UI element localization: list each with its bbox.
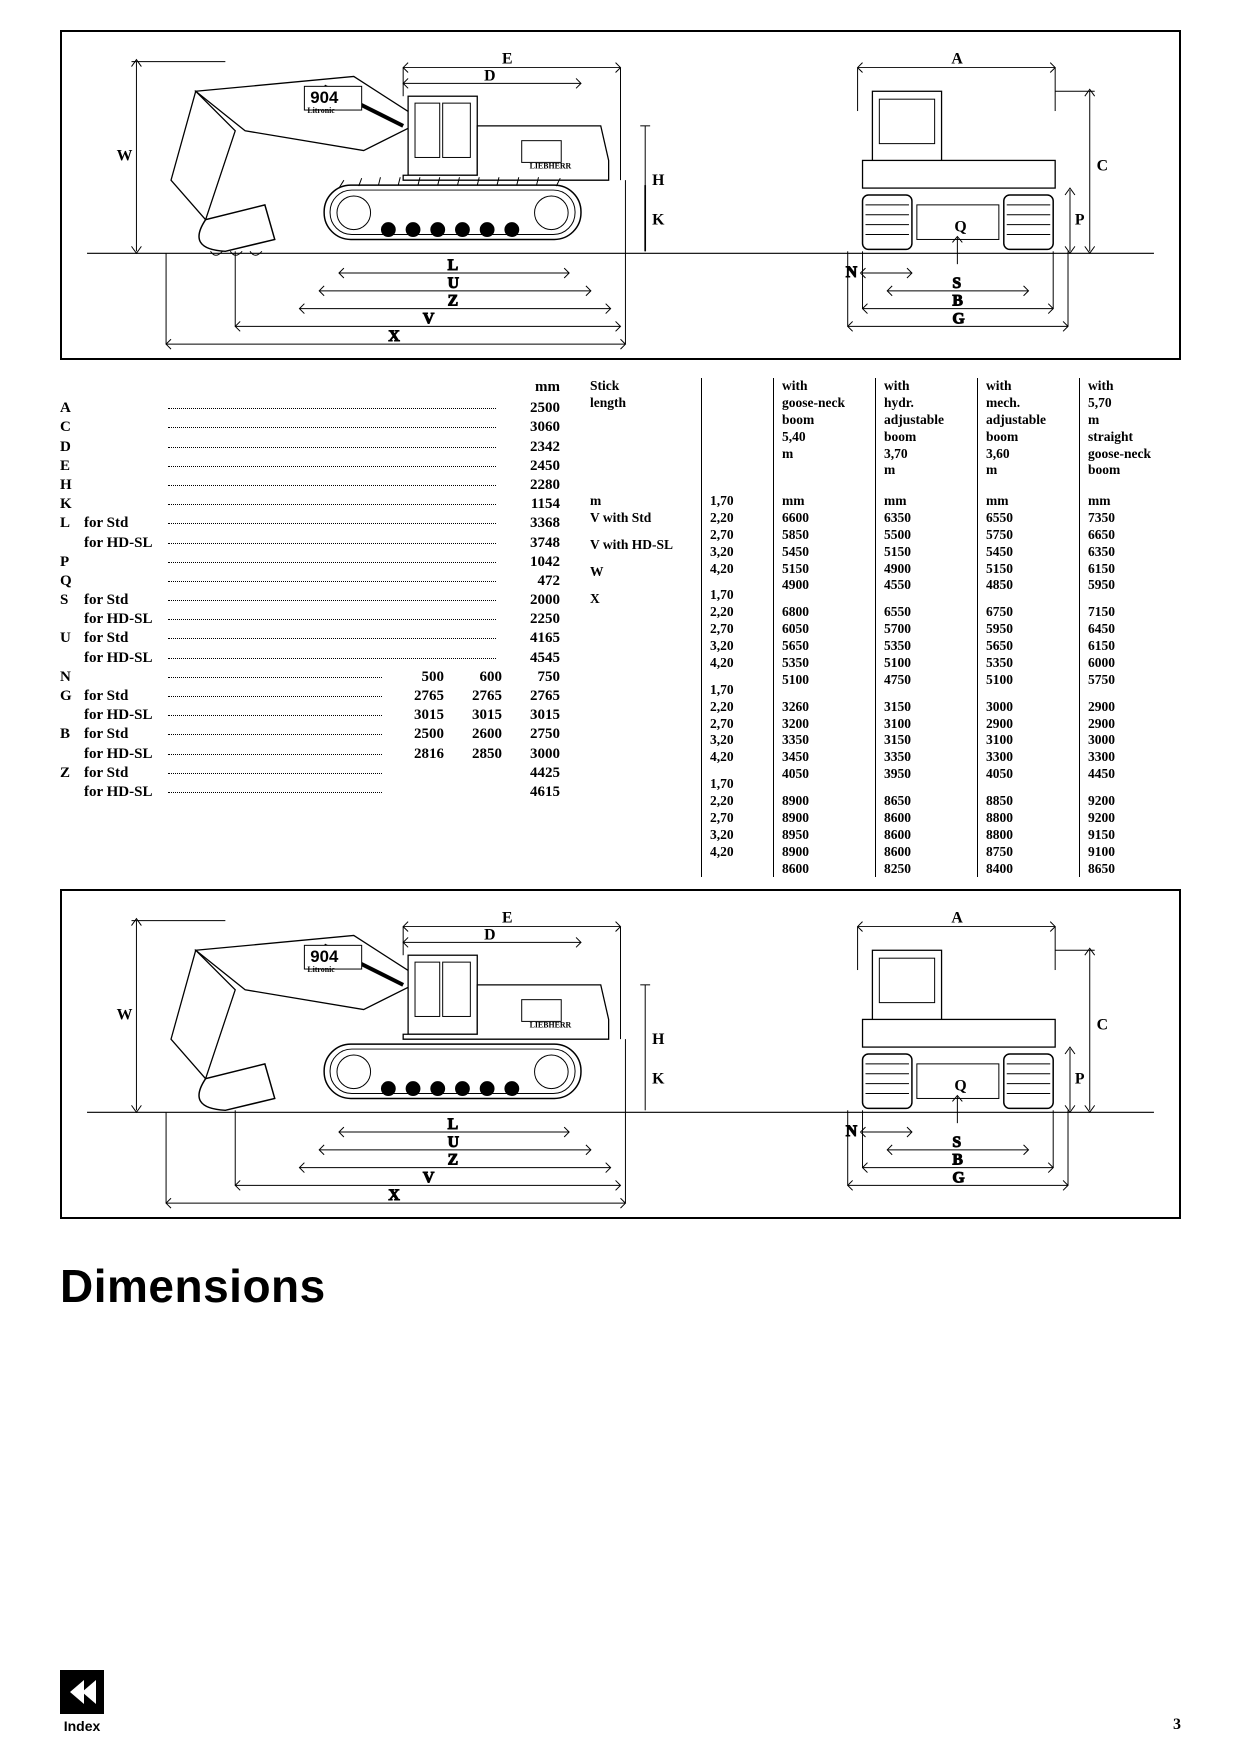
svg-text:P: P — [1075, 212, 1085, 229]
svg-text:Z: Z — [448, 1152, 459, 1169]
index-button[interactable]: Index — [60, 1670, 104, 1734]
svg-text:S: S — [952, 275, 961, 292]
svg-text:Litronic: Litronic — [307, 106, 335, 115]
svg-text:K: K — [652, 212, 665, 229]
svg-text:X: X — [388, 328, 400, 345]
dimensions-table-left: mmA2500C3060D2342E2450H2280K1154Lfor Std… — [60, 378, 560, 877]
svg-text:Q: Q — [954, 219, 966, 236]
dim-row: E2450 — [60, 457, 560, 476]
dim-row: Zfor Std4425 — [60, 764, 560, 783]
svg-text:X: X — [388, 1188, 400, 1205]
dim-row: for HD-SL301530153015 — [60, 706, 560, 725]
dim-row: for HD-SL2250 — [60, 610, 560, 629]
svg-text:P: P — [1075, 1071, 1085, 1088]
dim-row: H2280 — [60, 476, 560, 495]
svg-text:B: B — [952, 293, 963, 310]
svg-text:D: D — [484, 67, 495, 84]
svg-text:Z: Z — [448, 293, 459, 310]
svg-text:L: L — [448, 257, 459, 274]
dim-row: for HD-SL4615 — [60, 783, 560, 802]
diagram-bottom: W 904 Litronic LIEBHERR — [60, 889, 1181, 1219]
svg-text:C: C — [1097, 157, 1108, 174]
svg-text:Q: Q — [954, 1078, 966, 1095]
page-title: Dimensions — [60, 1259, 1181, 1313]
svg-text:L: L — [448, 1116, 459, 1133]
dim-row: K1154 — [60, 495, 560, 514]
svg-text:A: A — [951, 51, 963, 68]
page-number: 3 — [1173, 1716, 1181, 1734]
svg-text:H: H — [652, 1031, 665, 1048]
svg-text:LIEBHERR: LIEBHERR — [530, 1021, 572, 1030]
svg-text:LIEBHERR: LIEBHERR — [530, 161, 572, 170]
svg-text:U: U — [448, 1134, 460, 1151]
svg-text:W: W — [117, 1007, 133, 1024]
svg-text:W: W — [117, 147, 133, 164]
svg-text:V: V — [423, 1170, 435, 1187]
dim-row: D2342 — [60, 438, 560, 457]
dim-row: Ufor Std4165 — [60, 629, 560, 648]
index-label: Index — [64, 1718, 101, 1734]
svg-text:Litronic: Litronic — [307, 965, 335, 974]
dim-row: N500600750 — [60, 668, 560, 687]
dim-row: Gfor Std276527652765 — [60, 687, 560, 706]
dimensions-table-right: SticklengthmV with StdV with HD-SLWX1,70… — [590, 378, 1181, 877]
svg-text:S: S — [952, 1134, 961, 1151]
svg-text:K: K — [652, 1071, 665, 1088]
svg-text:C: C — [1097, 1017, 1108, 1034]
svg-text:G: G — [952, 310, 964, 327]
svg-text:H: H — [652, 172, 665, 189]
data-tables: mmA2500C3060D2342E2450H2280K1154Lfor Std… — [60, 378, 1181, 877]
dim-row: for HD-SL3748 — [60, 534, 560, 553]
dim-row: Lfor Std3368 — [60, 514, 560, 533]
dim-row: C3060 — [60, 418, 560, 437]
svg-text:A: A — [951, 910, 963, 927]
dim-row: Q472 — [60, 572, 560, 591]
svg-text:904: 904 — [310, 948, 339, 967]
dim-row: for HD-SL4545 — [60, 649, 560, 668]
svg-text:904: 904 — [310, 88, 339, 107]
svg-text:V: V — [423, 310, 435, 327]
svg-text:U: U — [448, 275, 460, 292]
dim-row: for HD-SL281628503000 — [60, 745, 560, 764]
dim-row: Sfor Std2000 — [60, 591, 560, 610]
svg-text:E: E — [502, 910, 513, 927]
diagram-top: W 904 Litronic LIEBHERR — [60, 30, 1181, 360]
svg-text:G: G — [952, 1170, 964, 1187]
dim-row: Bfor Std250026002750 — [60, 725, 560, 744]
dim-row: P1042 — [60, 553, 560, 572]
double-chevron-left-icon — [60, 1670, 104, 1714]
dim-row: A2500 — [60, 399, 560, 418]
svg-text:D: D — [484, 927, 495, 944]
svg-text:E: E — [502, 51, 513, 68]
svg-text:B: B — [952, 1152, 963, 1169]
